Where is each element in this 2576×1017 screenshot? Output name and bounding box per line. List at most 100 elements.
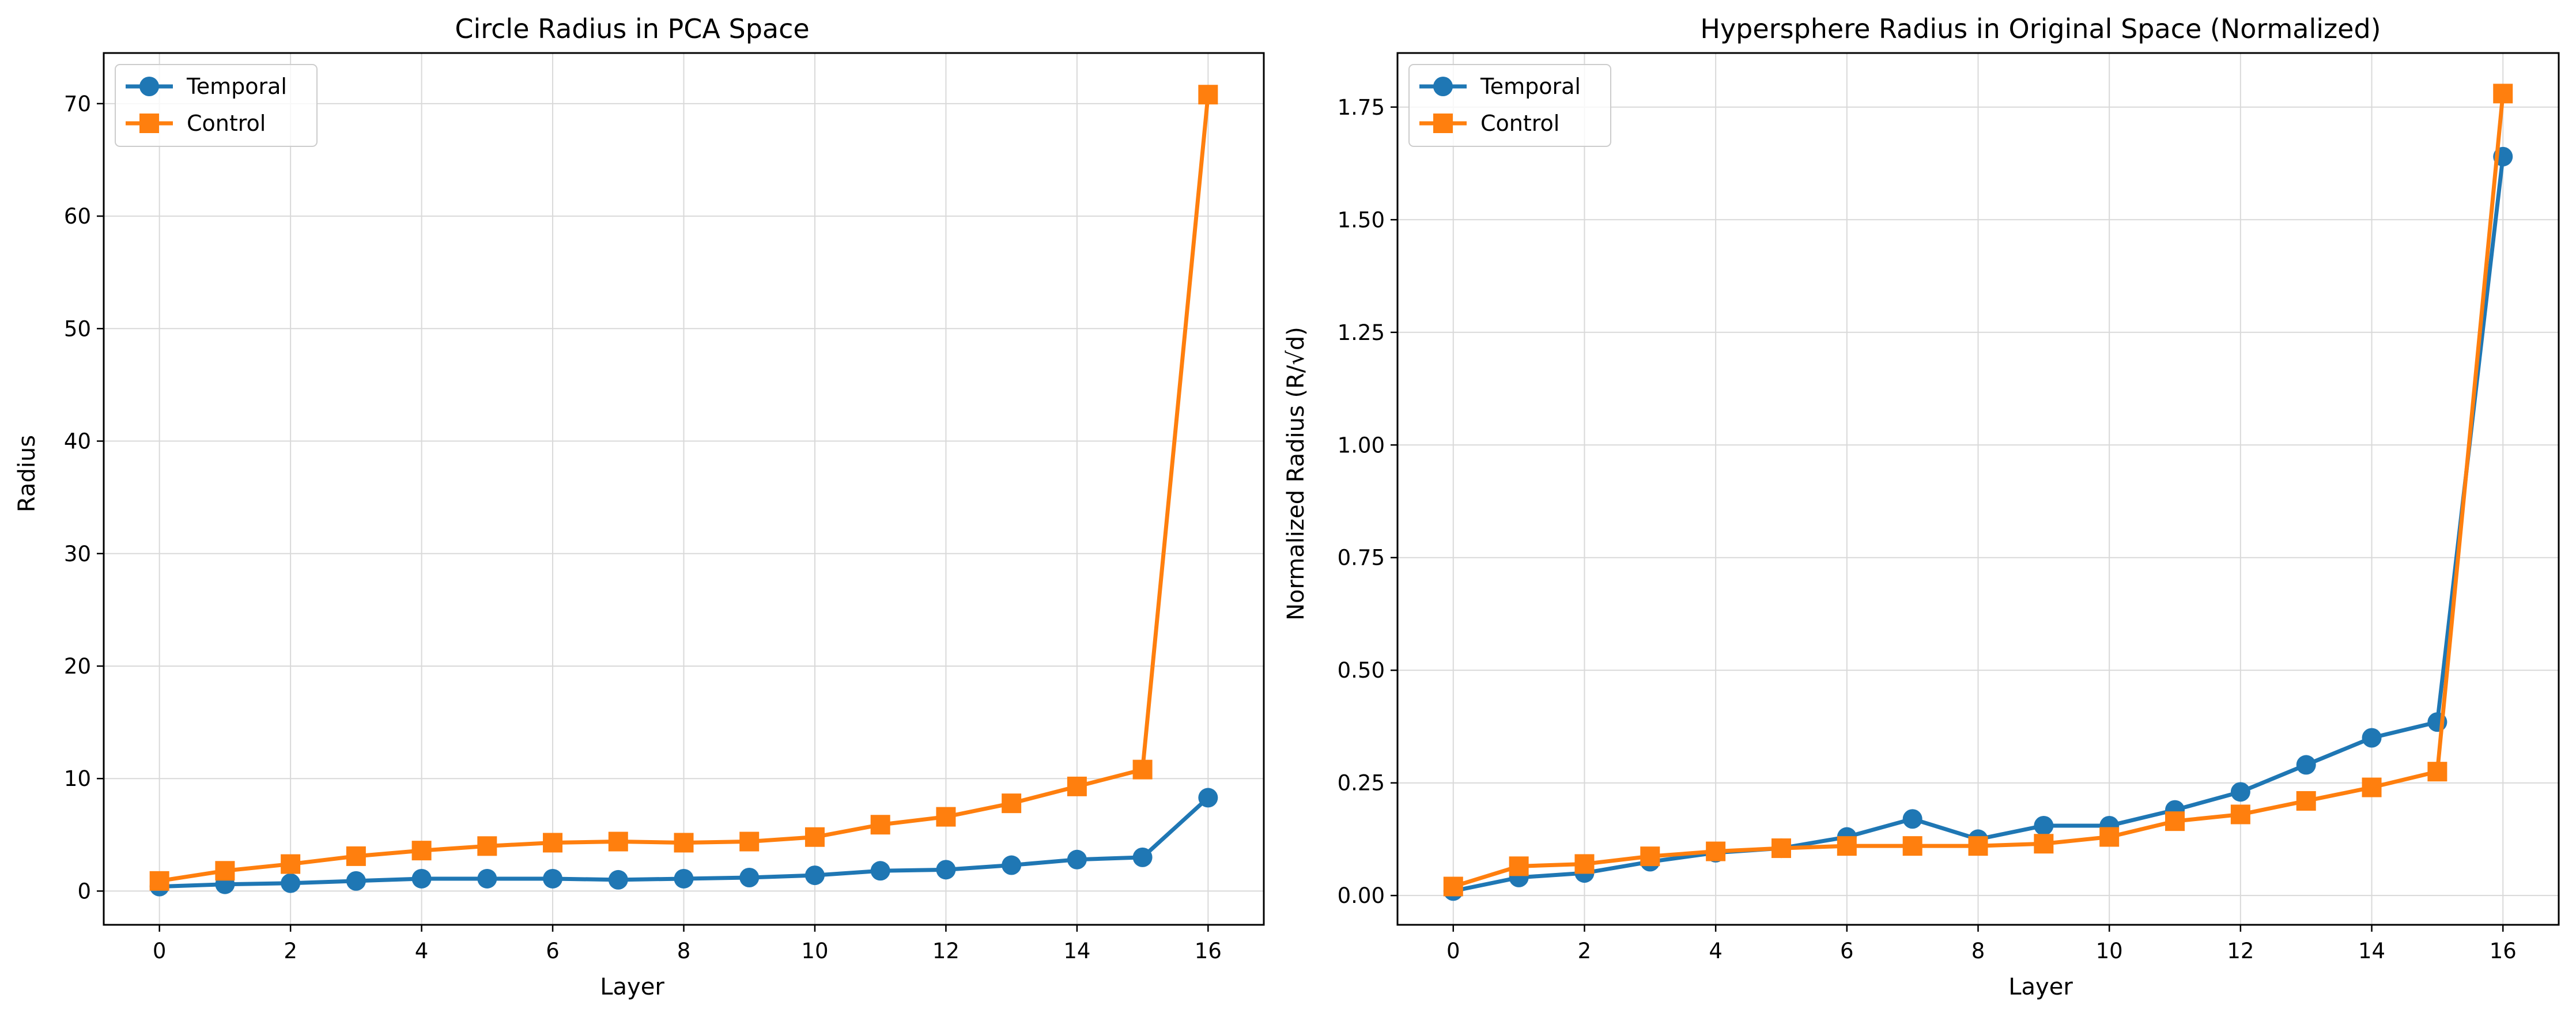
- y-tick-label: 0.25: [1338, 771, 1385, 796]
- data-point: [1198, 85, 1218, 105]
- y-tick-label: 30: [64, 542, 91, 566]
- x-tick-label: 4: [415, 939, 429, 963]
- x-tick-label: 6: [1840, 939, 1854, 963]
- x-tick-label: 2: [284, 939, 297, 963]
- data-point: [2099, 827, 2120, 847]
- legend: Temporal Control: [1408, 64, 1611, 147]
- legend-label: Control: [187, 111, 266, 136]
- data-point: [870, 861, 890, 881]
- data-point: [936, 860, 956, 880]
- data-point: [477, 836, 497, 856]
- y-tick-label: 0: [77, 879, 91, 903]
- x-tick-label: 6: [546, 939, 560, 963]
- y-tick-label: 40: [64, 429, 91, 454]
- data-point: [2362, 777, 2382, 797]
- data-point: [346, 871, 366, 891]
- data-point: [1443, 876, 1463, 897]
- data-point: [543, 833, 563, 853]
- series-control: [149, 85, 1218, 891]
- data-point: [1067, 849, 1087, 869]
- chart-hypersphere-radius: Hypersphere Radius in Original Space (No…: [1283, 13, 2560, 1000]
- legend: Temporal Control: [115, 64, 318, 147]
- legend-marker: [1433, 77, 1453, 96]
- data-point: [1132, 759, 1153, 780]
- y-tick-label: 0.75: [1338, 546, 1385, 570]
- data-point: [739, 868, 760, 888]
- chart-title: Circle Radius in PCA Space: [455, 13, 809, 44]
- data-point: [411, 868, 432, 889]
- legend-label: Temporal: [186, 74, 287, 99]
- data-point: [1132, 847, 1153, 867]
- data-point: [346, 846, 366, 866]
- y-tick-label: 1.00: [1338, 433, 1385, 458]
- x-tick-label: 16: [1195, 939, 1222, 963]
- chart-title: Hypersphere Radius in Original Space (No…: [1700, 13, 2381, 44]
- x-tick-label: 0: [1446, 939, 1460, 963]
- data-point: [411, 841, 432, 861]
- y-tick-label: 60: [64, 204, 91, 229]
- data-point: [804, 827, 825, 847]
- series-temporal: [149, 788, 1218, 897]
- x-tick-label: 0: [153, 939, 167, 963]
- plot-frame: [103, 52, 1265, 926]
- data-point: [1837, 836, 1857, 856]
- y-axis-label: Normalized Radius (R/√d): [1283, 327, 1309, 621]
- y-tick-label: 1.50: [1338, 207, 1385, 232]
- data-point: [608, 831, 628, 852]
- chart-pca-radius: Circle Radius in PCA Space Layer Radius …: [14, 13, 1265, 1000]
- legend-marker: [1433, 114, 1453, 133]
- x-tick-label: 8: [677, 939, 691, 963]
- x-tick-label: 12: [2227, 939, 2254, 963]
- data-point: [1706, 841, 1726, 861]
- x-axis-label: Layer: [600, 974, 664, 1000]
- data-point: [2230, 782, 2250, 802]
- data-point: [1198, 788, 1218, 808]
- y-tick-label: 20: [64, 654, 91, 679]
- data-point: [149, 871, 169, 891]
- data-point: [1902, 809, 1922, 829]
- series-control: [1443, 84, 2513, 897]
- x-tick-label: 10: [2096, 939, 2123, 963]
- legend-marker: [139, 114, 159, 133]
- data-point: [936, 807, 956, 827]
- y-tick-label: 50: [64, 316, 91, 341]
- legend-label: Control: [1480, 111, 1559, 136]
- grid: [1397, 53, 2559, 925]
- data-point: [1968, 836, 1988, 856]
- x-tick-label: 16: [2490, 939, 2517, 963]
- data-point: [543, 868, 563, 889]
- data-point: [1002, 793, 1022, 814]
- data-point: [739, 831, 760, 852]
- y-tick-label: 70: [64, 92, 91, 116]
- data-point: [870, 815, 890, 835]
- x-tick-label: 4: [1709, 939, 1723, 963]
- data-point: [2362, 728, 2382, 748]
- data-point: [215, 861, 235, 881]
- grid: [104, 53, 1264, 925]
- x-tick-label: 8: [1971, 939, 1985, 963]
- x-tick-label: 2: [1578, 939, 1592, 963]
- y-tick-label: 0.50: [1338, 658, 1385, 683]
- x-tick-label: 14: [2358, 939, 2385, 963]
- data-point: [477, 868, 497, 889]
- data-point: [1509, 856, 1529, 876]
- data-point: [804, 865, 825, 886]
- legend-label: Temporal: [1480, 74, 1581, 99]
- y-tick-label: 1.25: [1338, 320, 1385, 345]
- data-point: [2034, 815, 2054, 835]
- y-tick-label: 0.00: [1338, 883, 1385, 908]
- data-point: [1002, 855, 1022, 875]
- data-point: [2493, 84, 2513, 104]
- data-point: [1067, 776, 1087, 796]
- data-point: [1640, 846, 1660, 867]
- data-point: [281, 854, 301, 874]
- y-tick-label: 10: [64, 766, 91, 791]
- x-tick-label: 12: [932, 939, 960, 963]
- data-point: [2034, 834, 2054, 854]
- legend-marker: [139, 77, 159, 96]
- y-axis-label: Radius: [14, 435, 40, 512]
- data-point: [1902, 836, 1922, 856]
- data-point: [1574, 854, 1595, 874]
- data-point: [2427, 762, 2447, 782]
